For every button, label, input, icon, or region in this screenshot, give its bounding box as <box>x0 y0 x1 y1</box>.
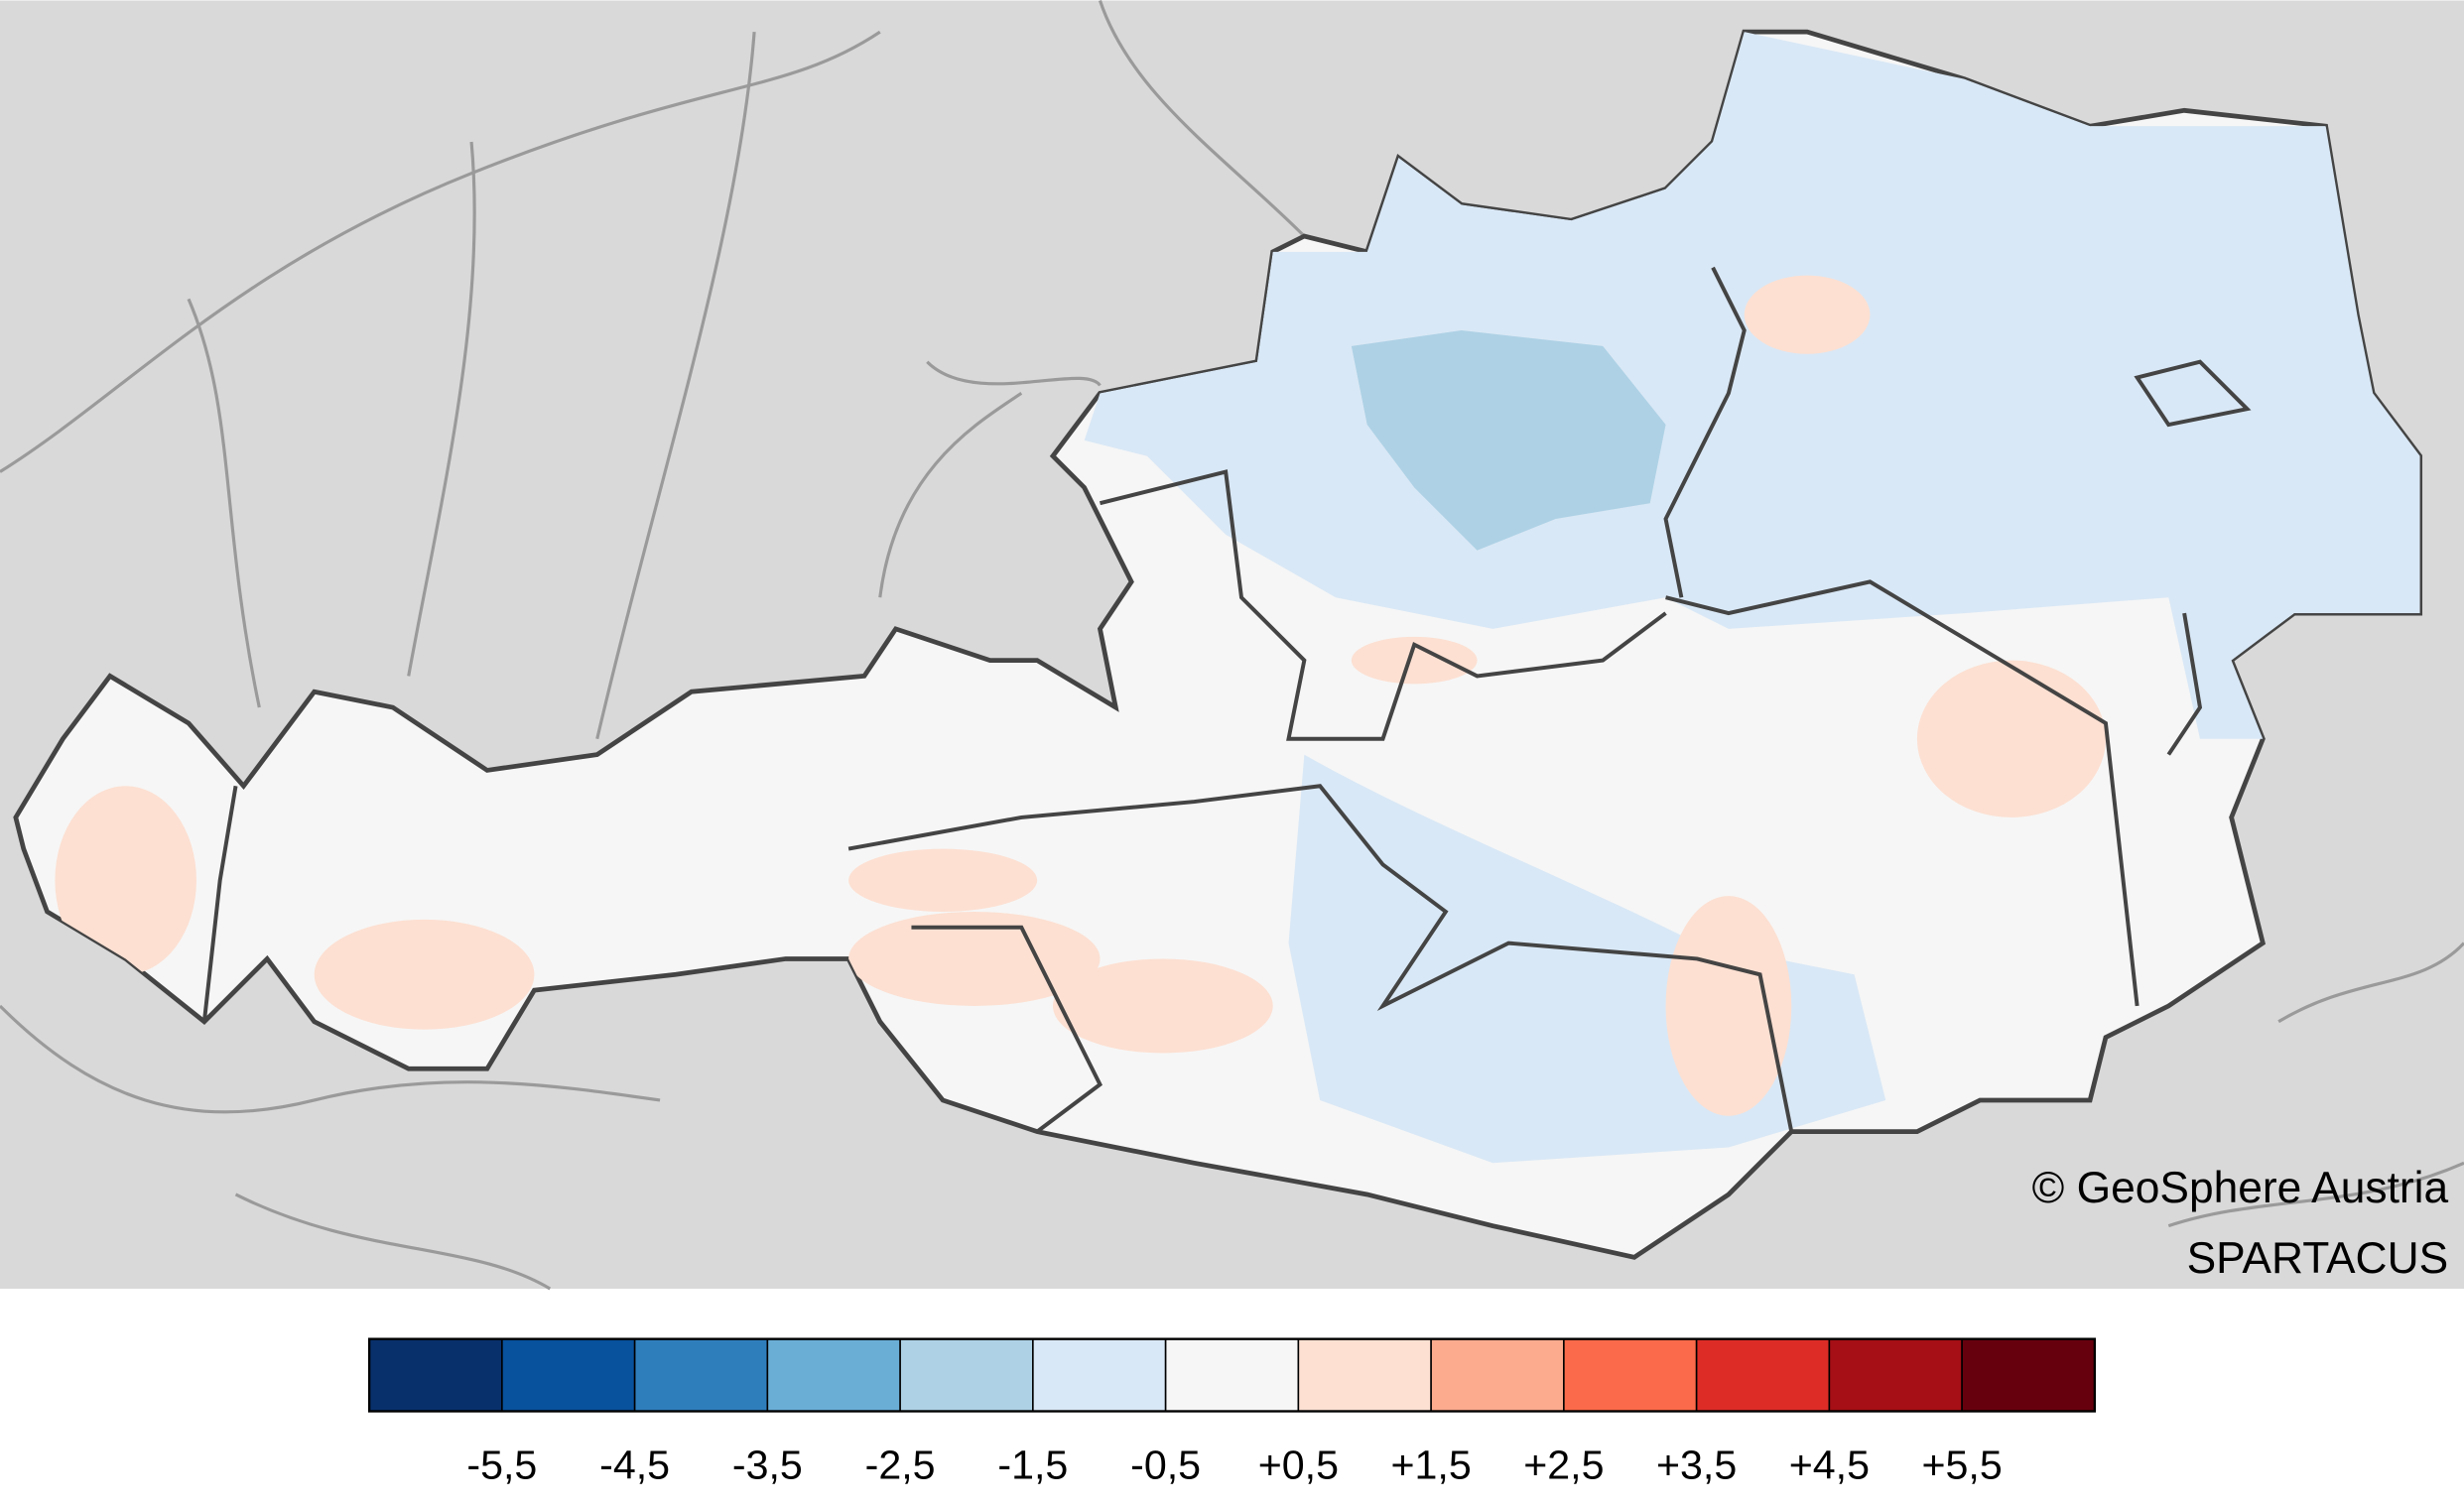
cool-area <box>1084 32 2420 739</box>
colorbar-box <box>633 1337 769 1413</box>
warm-patch <box>55 786 196 975</box>
colorbar-label: +2,5 <box>1523 1443 1604 1488</box>
colorbar-label: +1,5 <box>1390 1443 1471 1488</box>
cold-area <box>1351 330 1666 551</box>
warm-patches <box>55 275 2106 1116</box>
colorbar-box <box>766 1337 901 1413</box>
state-border <box>2166 612 2203 756</box>
colorbar-label: -0,5 <box>1130 1443 1201 1488</box>
river <box>2277 941 2464 1024</box>
colorbar-box <box>1032 1337 1167 1413</box>
anomaly-fields <box>55 32 2420 1164</box>
colorbar-label: +5,5 <box>1921 1443 2002 1488</box>
colorbar-box <box>899 1337 1034 1413</box>
warm-patch <box>1351 636 1478 685</box>
state-border <box>1100 469 1667 741</box>
river <box>407 141 476 677</box>
warm-patch <box>1916 660 2106 817</box>
map: © GeoSphere Austria SPARTACUS <box>0 0 2464 1291</box>
colorbar: -5,5 -4,5 -3,5 -2,5 -1,5 -0,5 +0,5 +1,5 +2,5 +3,5… <box>367 1337 2097 1488</box>
warm-patch <box>1052 958 1273 1054</box>
warm-patch <box>1665 896 1792 1116</box>
colorbar-box <box>368 1337 503 1413</box>
credit-text: © GeoSphere Austria <box>2032 1164 2449 1212</box>
state-borders <box>201 266 2252 1134</box>
state-border <box>2134 359 2252 428</box>
warm-patch <box>848 848 1038 912</box>
colorbar-label: +0,5 <box>1258 1443 1339 1488</box>
state-border <box>1663 266 1747 598</box>
rivers <box>0 0 2464 1291</box>
river <box>187 298 261 708</box>
river <box>1098 0 1306 238</box>
warm-patch <box>848 911 1101 1006</box>
river <box>595 32 756 740</box>
colorbar-label: +4,5 <box>1789 1443 1870 1488</box>
colorbar-box <box>1430 1337 1565 1413</box>
colorbar-box <box>1297 1337 1432 1413</box>
colorbar-label: -3,5 <box>732 1443 803 1488</box>
river <box>926 360 1102 387</box>
colorbar-label: -1,5 <box>997 1443 1068 1488</box>
warm-patch <box>1744 275 1871 354</box>
state-border <box>201 785 238 1023</box>
river <box>2167 1161 2464 1228</box>
colorbar-box <box>1695 1337 1831 1413</box>
colorbar-label: -5,5 <box>466 1443 537 1488</box>
source-text: SPARTACUS <box>2187 1234 2449 1283</box>
colorbar-frame <box>367 1337 2097 1413</box>
colorbar-box <box>1828 1337 1963 1413</box>
colorbar-box <box>1961 1337 2096 1413</box>
river <box>878 392 1023 598</box>
colorbar-label: -4,5 <box>599 1443 670 1488</box>
river <box>234 1192 552 1291</box>
river <box>0 30 881 473</box>
colorbar-box <box>501 1337 636 1413</box>
colorbar-label: +3,5 <box>1656 1443 1737 1488</box>
colorbar-box <box>1563 1337 1698 1413</box>
river <box>0 1004 661 1114</box>
colorbar-label: -2,5 <box>865 1443 936 1488</box>
state-border <box>911 925 1102 1134</box>
state-border <box>847 784 1794 1133</box>
warm-patch <box>314 919 535 1030</box>
colorbar-box <box>1164 1337 1300 1413</box>
state-border <box>1665 579 2140 1007</box>
